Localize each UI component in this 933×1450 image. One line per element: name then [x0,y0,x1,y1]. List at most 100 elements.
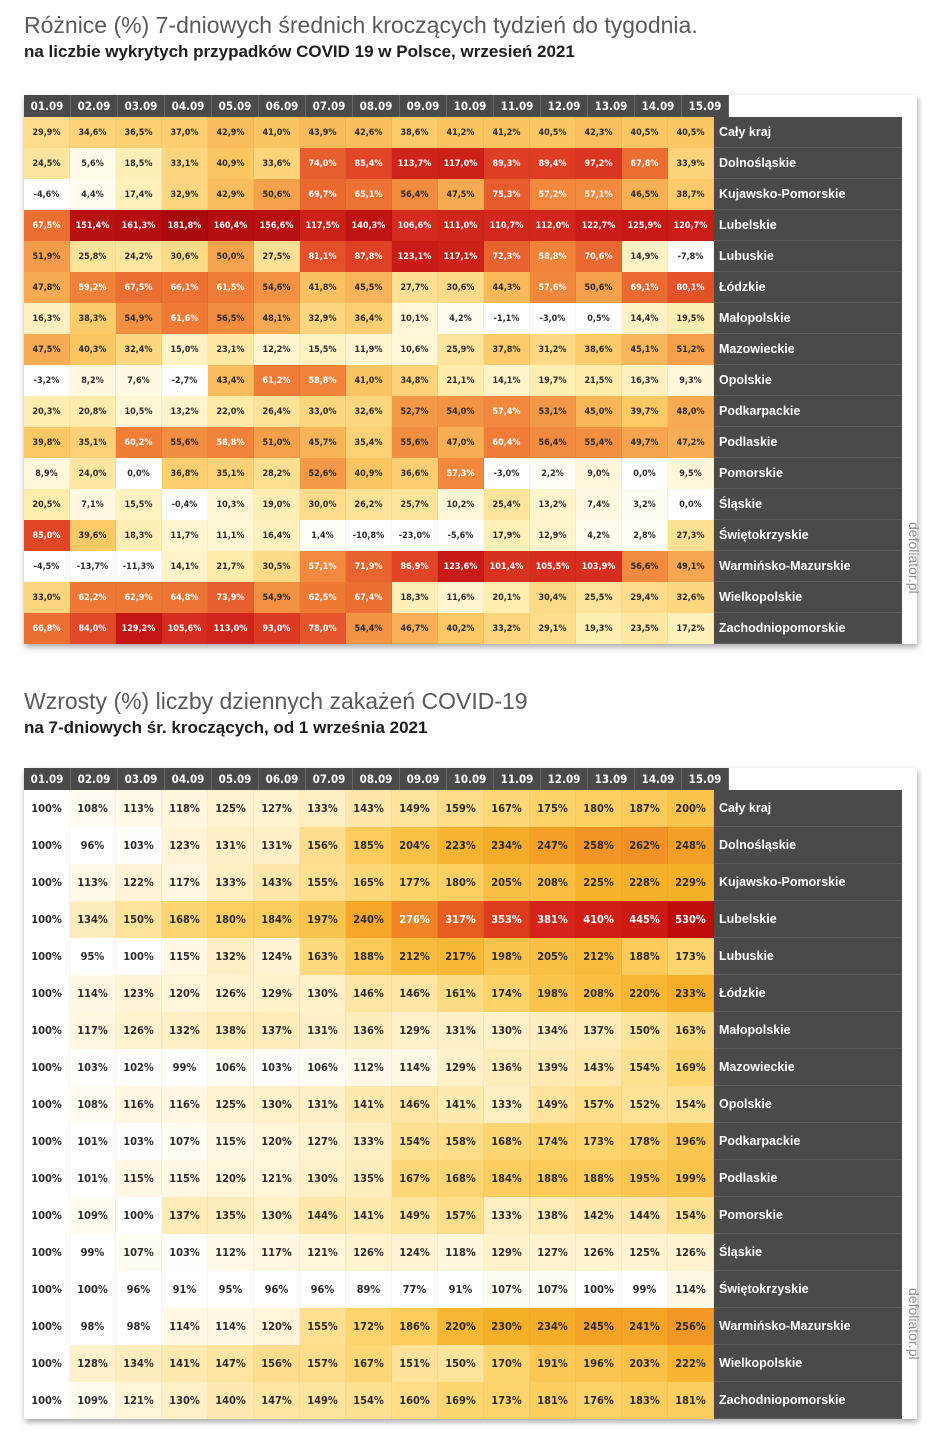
heatmap-cell: 58,8% [208,427,254,458]
table-row: 100% 108% 116% 116% 125% 130% 131% 141% 146% 141%… [24,1086,917,1123]
heatmap-cell: 248% [668,827,714,864]
heatmap-cell: 154% [392,1123,438,1160]
heatmap-cell: -10,8% [346,520,392,551]
chart1-subtitle: na liczbie wykrytych przypadków COVID 19… [24,42,575,61]
heatmap-cell: 26,4% [254,396,300,427]
heatmap-cell: 8,9% [24,458,70,489]
heatmap-cell: 51,0% [254,427,300,458]
heatmap-cell: 85,0% [24,520,70,551]
heatmap-cell: 139% [530,1049,576,1086]
table-row: 20,5% 7,1% 15,5% -0,4% 10,3% 19,0% 30,0% 26,2% 2… [24,489,917,520]
heatmap-cell: 36,5% [116,117,162,148]
heatmap-cell: 131% [254,827,300,864]
heatmap-cell: -0,4% [162,489,208,520]
heatmap-cell: 42,9% [208,179,254,210]
heatmap-cell: -3,2% [24,365,70,396]
heatmap-cell: 151,4% [70,210,116,241]
heatmap-cell: 115% [162,1160,208,1197]
heatmap-cell: 15,5% [116,489,162,520]
heatmap-cell: 241% [622,1308,668,1345]
heatmap-cell: 147% [208,1345,254,1382]
row-label: Śląskie [714,1234,902,1271]
heatmap-cell: 66,8% [24,613,70,644]
heatmap-cell: 180% [438,864,484,901]
heatmap-cell: 50,6% [576,272,622,303]
heatmap-cell: 10,6% [392,334,438,365]
heatmap-cell: 47,5% [438,179,484,210]
heatmap-cell: -4,6% [24,179,70,210]
heatmap-cell: 181% [668,1382,714,1419]
heatmap-cell: 117,1% [438,241,484,272]
column-header: 03.09 [118,768,165,790]
row-label: Cały kraj [714,790,902,827]
heatmap-cell: 30,4% [530,582,576,613]
heatmap-cell: 40,9% [208,148,254,179]
heatmap-cell: 140,3% [346,210,392,241]
row-label: Lubuskie [714,938,902,975]
row-label: Pomorskie [714,458,902,489]
heatmap-cell: 136% [484,1049,530,1086]
heatmap-cell: 129% [484,1234,530,1271]
heatmap-cell: 31,2% [530,334,576,365]
row-label: Łódzkie [714,272,902,303]
row-label: Wielkopolskie [714,582,902,613]
column-header: 15.09 [682,95,729,117]
heatmap-cell: 78,0% [300,613,346,644]
heatmap-cell: 34,8% [392,365,438,396]
chart1-watermark: defoliator.pl [906,522,922,594]
row-label: Łódzkie [714,975,902,1012]
heatmap-cell: 32,9% [300,303,346,334]
heatmap-cell: 155% [300,864,346,901]
row-label: Kujawsko-Pomorskie [714,179,902,210]
heatmap-cell: 54,9% [254,582,300,613]
heatmap-cell: 197% [300,901,346,938]
heatmap-cell: 223% [438,827,484,864]
heatmap-cell: 16,4% [254,520,300,551]
column-header: 07.09 [306,768,353,790]
heatmap-cell: 262% [622,827,668,864]
heatmap-cell: 103,9% [576,551,622,582]
row-label: Dolnośląskie [714,148,902,179]
heatmap-cell: 4,2% [576,520,622,551]
table-row: 100% 134% 150% 168% 180% 184% 197% 240% 276% 317%… [24,901,917,938]
heatmap-cell: 102% [116,1049,162,1086]
heatmap-cell: 228% [622,864,668,901]
heatmap-cell: 134% [116,1345,162,1382]
heatmap-cell: 134% [70,901,116,938]
heatmap-cell: 54,9% [116,303,162,334]
heatmap-cell: 187% [622,790,668,827]
heatmap-cell: 195% [622,1160,668,1197]
row-label: Podkarpackie [714,396,902,427]
column-header: 05.09 [212,95,259,117]
heatmap-cell: 125% [622,1234,668,1271]
row-label: Wielkopolskie [714,1345,902,1382]
heatmap-cell: 59,2% [70,272,116,303]
heatmap-cell: 141% [438,1086,484,1123]
heatmap-cell: 70,6% [576,241,622,272]
heatmap-cell: 120,7% [668,210,714,241]
heatmap-cell: 14,1% [484,365,530,396]
heatmap-cell: 0,0% [622,458,668,489]
heatmap-cell: 154% [668,1197,714,1234]
row-label: Małopolskie [714,303,902,334]
heatmap-cell: 208% [530,864,576,901]
heatmap-cell: 4,4% [70,179,116,210]
heatmap-cell: 91% [162,1271,208,1308]
heatmap-cell: 114% [162,1308,208,1345]
heatmap-cell: 154% [622,1049,668,1086]
heatmap-cell: 143% [254,864,300,901]
heatmap-cell: 121% [116,1382,162,1419]
heatmap-cell: 120% [254,1308,300,1345]
heatmap-cell: 233% [668,975,714,1012]
column-header: 02.09 [71,768,118,790]
heatmap-cell: -5,6% [438,520,484,551]
heatmap-cell: 156% [300,827,346,864]
heatmap-cell: 149% [392,1197,438,1234]
heatmap-cell: 180% [208,901,254,938]
heatmap-cell: 154% [346,1382,392,1419]
heatmap-cell: 100% [70,1271,116,1308]
column-header: 09.09 [400,95,447,117]
table-row: 20,3% 20,8% 10,5% 13,2% 22,0% 26,4% 33,0% 32,6%… [24,396,917,427]
heatmap-cell: 220% [622,975,668,1012]
heatmap-cell: 100% [116,1197,162,1234]
